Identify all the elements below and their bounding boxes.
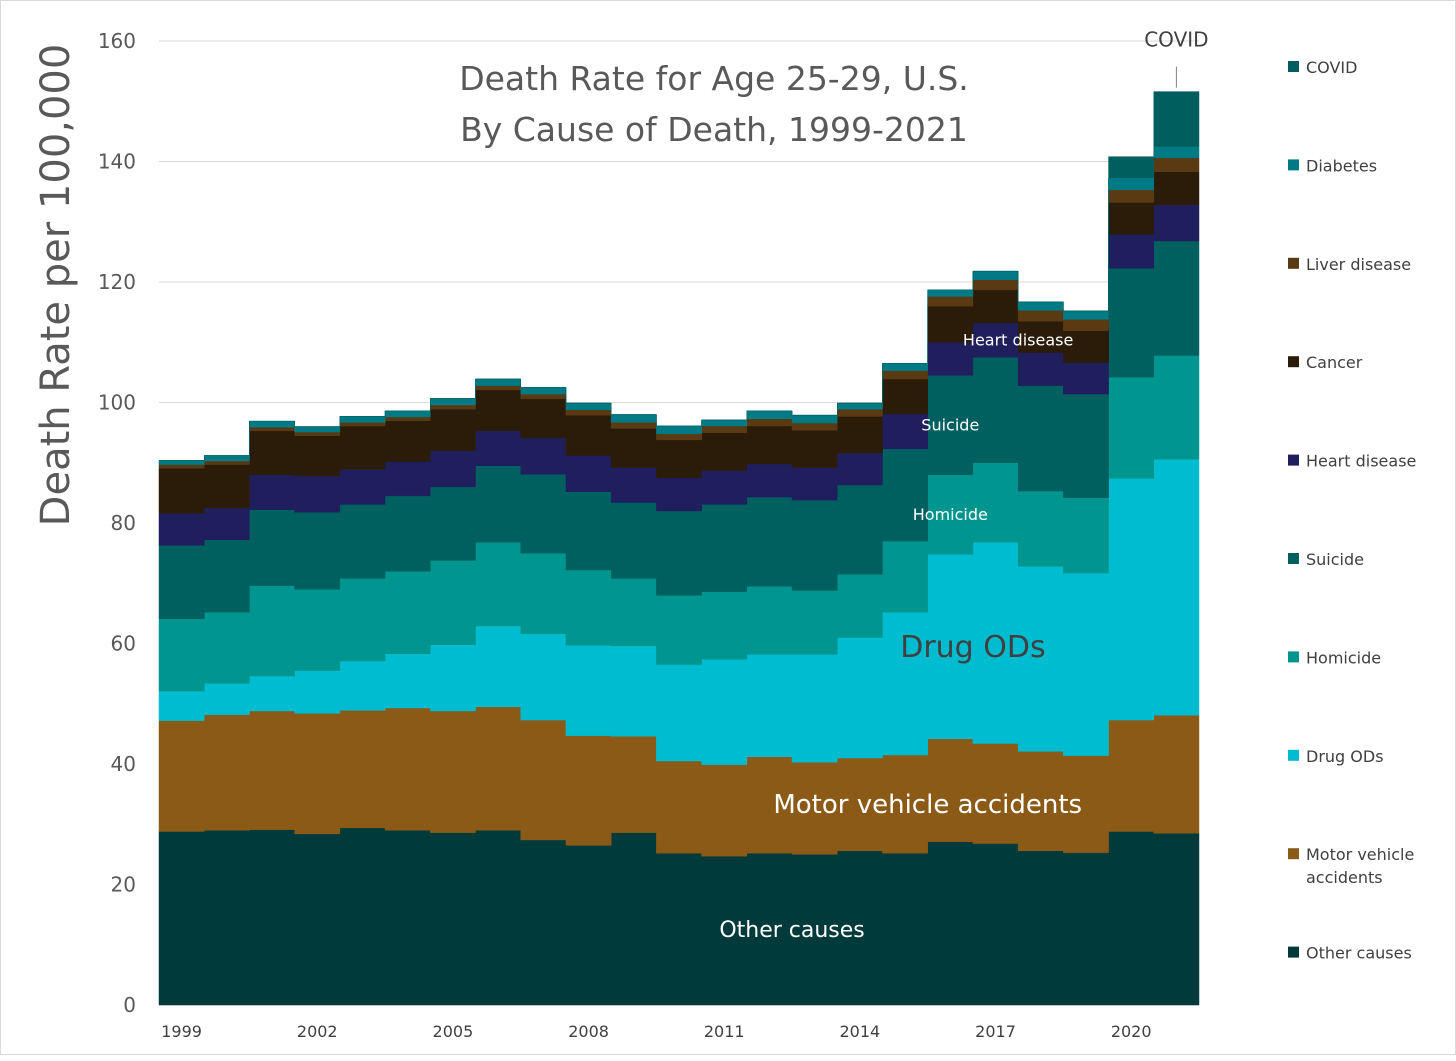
- y-tick-label: 100: [98, 391, 136, 415]
- inline-annotations: COVID Heart disease Suicide Homicide Drug OD…: [719, 28, 1208, 943]
- legend-swatch: [1288, 946, 1299, 958]
- y-tick-label: 20: [111, 873, 136, 897]
- label-motor-vehicle-accidents: Motor vehicle accidents: [773, 790, 1082, 820]
- x-tick-label: 2014: [840, 1022, 881, 1041]
- legend-label: Heart disease: [1306, 452, 1416, 471]
- y-tick-label: 60: [111, 632, 136, 656]
- x-tick-label: 2017: [975, 1022, 1016, 1041]
- legend-label: Drug ODs: [1306, 747, 1384, 766]
- legend-label: Diabetes: [1306, 156, 1377, 175]
- area-series-group: [158, 91, 1200, 1006]
- legend-swatch: [1288, 257, 1299, 269]
- legend-swatch: [1288, 749, 1299, 761]
- y-tick-label: 140: [98, 150, 136, 174]
- x-tick-label: 2002: [297, 1022, 338, 1041]
- legend-label: Other causes: [1306, 944, 1412, 963]
- x-tick-label: 1999: [161, 1022, 202, 1041]
- covid-callout-label: COVID: [1144, 28, 1208, 52]
- chart-title-line-1: Death Rate for Age 25-29, U.S.: [459, 59, 969, 98]
- label-heart-disease: Heart disease: [963, 331, 1073, 350]
- label-suicide: Suicide: [921, 416, 979, 435]
- x-tick-label: 2005: [433, 1022, 474, 1041]
- legend-swatch: [1288, 651, 1299, 663]
- legend-swatch: [1288, 356, 1299, 368]
- legend-swatch: [1288, 553, 1299, 564]
- label-drug-ods: Drug ODs: [900, 630, 1045, 665]
- legend-label: Motor vehicle accidents: [1306, 845, 1414, 887]
- legend: COVID Diabetes Liver disease Cancer Heart di…: [1288, 58, 1416, 963]
- legend-swatch: [1288, 159, 1299, 171]
- y-tick-label: 80: [111, 511, 136, 535]
- x-tick-label: 2020: [1111, 1022, 1152, 1041]
- chart-title-line-2: By Cause of Death, 1999-2021: [460, 110, 968, 149]
- legend-swatch: [1288, 61, 1299, 72]
- y-tick-label: 120: [98, 270, 136, 294]
- label-other-causes: Other causes: [719, 918, 864, 943]
- legend-swatch: [1288, 848, 1299, 860]
- y-axis-label: Death Rate per 100,000: [33, 44, 79, 527]
- area-series-other-causes: [158, 827, 1200, 1006]
- legend-label: Suicide: [1306, 550, 1364, 569]
- area-series-covid: [159, 91, 1200, 461]
- legend-label: COVID: [1306, 58, 1357, 77]
- legend-label: Liver disease: [1306, 255, 1411, 274]
- label-homicide: Homicide: [913, 505, 988, 524]
- legend-label: Cancer: [1306, 353, 1363, 372]
- x-axis-ticks: 1999 2002 2005 2008 2011 2014 2017 2020: [161, 1022, 1151, 1041]
- y-tick-label: 0: [123, 993, 136, 1017]
- y-tick-label: 160: [98, 29, 136, 53]
- x-tick-label: 2011: [704, 1022, 745, 1041]
- legend-swatch: [1288, 454, 1299, 466]
- x-tick-label: 2008: [568, 1022, 609, 1041]
- y-tick-label: 40: [111, 752, 136, 776]
- y-axis-ticks: 0 20 40 60 80 100 120 140 160: [98, 29, 136, 1017]
- legend-label: Homicide: [1306, 648, 1381, 667]
